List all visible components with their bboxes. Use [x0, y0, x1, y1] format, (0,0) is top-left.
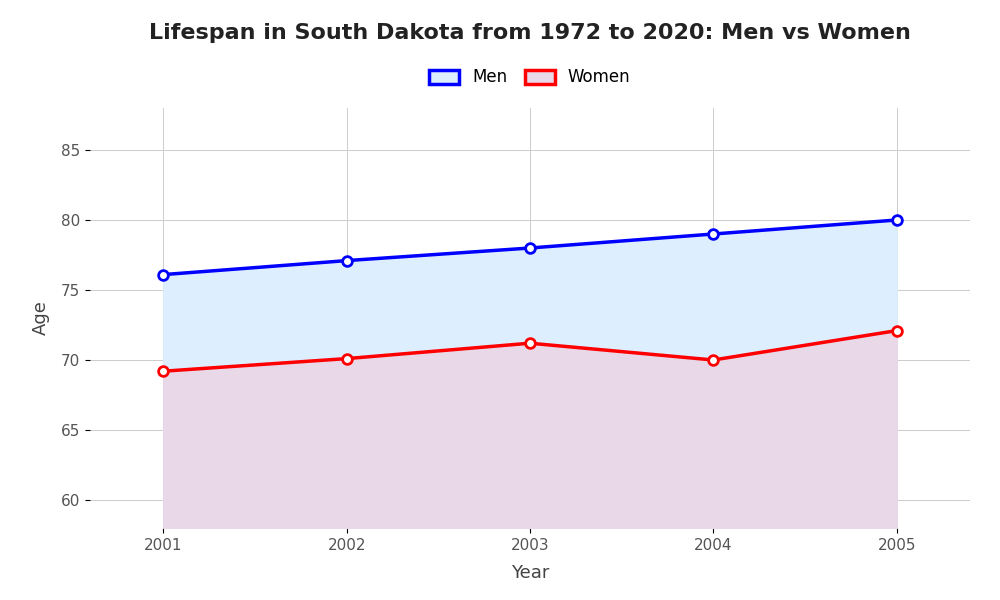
X-axis label: Year: Year	[511, 564, 549, 582]
Y-axis label: Age: Age	[32, 301, 50, 335]
Title: Lifespan in South Dakota from 1972 to 2020: Men vs Women: Lifespan in South Dakota from 1972 to 20…	[149, 23, 911, 43]
Legend: Men, Women: Men, Women	[423, 62, 637, 93]
